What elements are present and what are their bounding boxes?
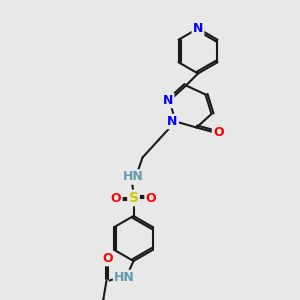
Text: N: N: [193, 22, 203, 35]
Text: O: O: [103, 252, 113, 265]
Text: O: O: [213, 125, 224, 139]
Text: HN: HN: [114, 271, 135, 284]
Text: HN: HN: [123, 170, 144, 184]
Text: N: N: [163, 94, 173, 107]
Text: S: S: [128, 191, 139, 205]
Text: N: N: [167, 115, 178, 128]
Text: O: O: [111, 191, 122, 205]
Text: O: O: [146, 191, 156, 205]
